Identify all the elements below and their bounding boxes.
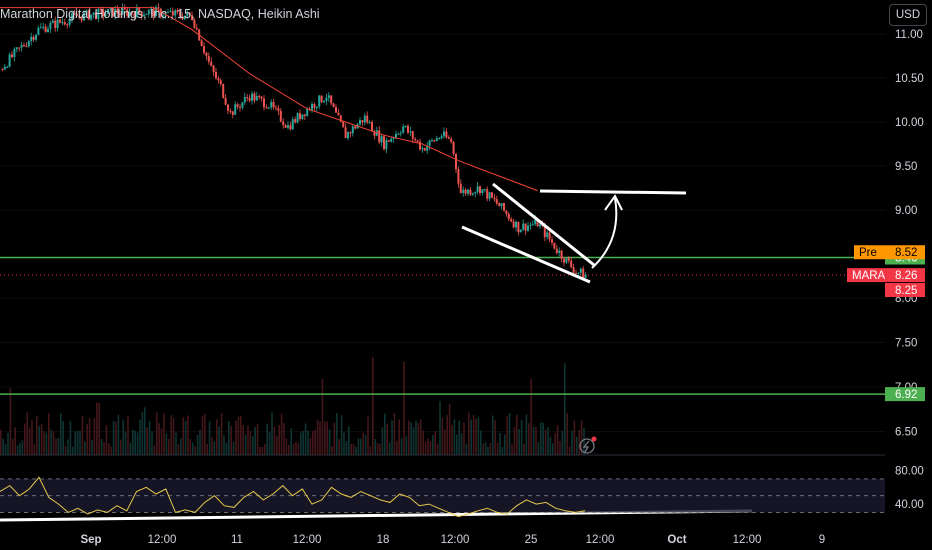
time-tick-label: 12:00 xyxy=(586,534,615,546)
price-badge-value: 8.52 xyxy=(895,247,917,259)
volume-bars xyxy=(0,357,585,455)
price-tick-label: 9.50 xyxy=(895,161,917,173)
moving-average-line xyxy=(0,7,538,192)
time-axis[interactable]: Sep 12:00 11 12:00 18 12:00 25 12:00 Oct 12:00 9 xyxy=(80,534,825,546)
time-tick-label: Oct xyxy=(667,534,686,546)
price-badge-prefix: MARA xyxy=(852,270,886,282)
price-badge-prefix: Pre xyxy=(859,247,877,259)
user-drawings[interactable] xyxy=(0,182,753,522)
price-tick-label: 11.00 xyxy=(895,29,923,41)
time-tick-label: 12:00 xyxy=(148,534,177,546)
chart-title: Marathon Digital Holdings, Inc., 15, NAS… xyxy=(0,7,320,21)
time-tick-label: 18 xyxy=(377,534,390,546)
rsi-tick-label: 40.00 xyxy=(895,499,924,511)
price-badge-value: 8.25 xyxy=(895,285,917,297)
price-tick-label: 10.00 xyxy=(895,117,924,129)
price-tick-label: 7.50 xyxy=(895,338,917,350)
chart-grid xyxy=(0,33,885,432)
time-tick-label: 11 xyxy=(231,534,243,546)
target-line[interactable] xyxy=(539,189,687,195)
alert-icon[interactable] xyxy=(579,436,597,454)
price-badge-value: 8.26 xyxy=(895,270,917,282)
rsi-tick-label: 80.00 xyxy=(895,466,924,478)
rsi-pane xyxy=(0,454,885,518)
price-tick-label: 6.50 xyxy=(895,427,917,439)
price-axis[interactable]: 11.0010.5010.009.509.008.007.507.006.508… xyxy=(895,29,924,511)
rsi-line xyxy=(0,476,586,518)
price-tick-label: 10.50 xyxy=(895,73,924,85)
time-tick-label: 12:00 xyxy=(293,534,322,546)
price-candles xyxy=(1,3,587,279)
time-tick-label: 12:00 xyxy=(733,534,762,546)
line-price-badge: 6.92 xyxy=(895,389,917,401)
horizontal-lines[interactable] xyxy=(0,256,885,395)
time-tick-label: 12:00 xyxy=(441,534,470,546)
time-tick-label: 25 xyxy=(525,534,538,546)
time-tick-label: Sep xyxy=(80,534,101,546)
currency-button[interactable]: USD xyxy=(889,4,927,26)
wedge-upper-trendline[interactable] xyxy=(492,182,595,267)
breakout-arrowhead[interactable] xyxy=(604,194,623,211)
time-tick-label: 9 xyxy=(819,534,825,546)
breakout-arrow[interactable] xyxy=(591,197,618,269)
wedge-lower-trendline[interactable] xyxy=(461,225,591,284)
price-tick-label: 9.00 xyxy=(895,205,917,217)
